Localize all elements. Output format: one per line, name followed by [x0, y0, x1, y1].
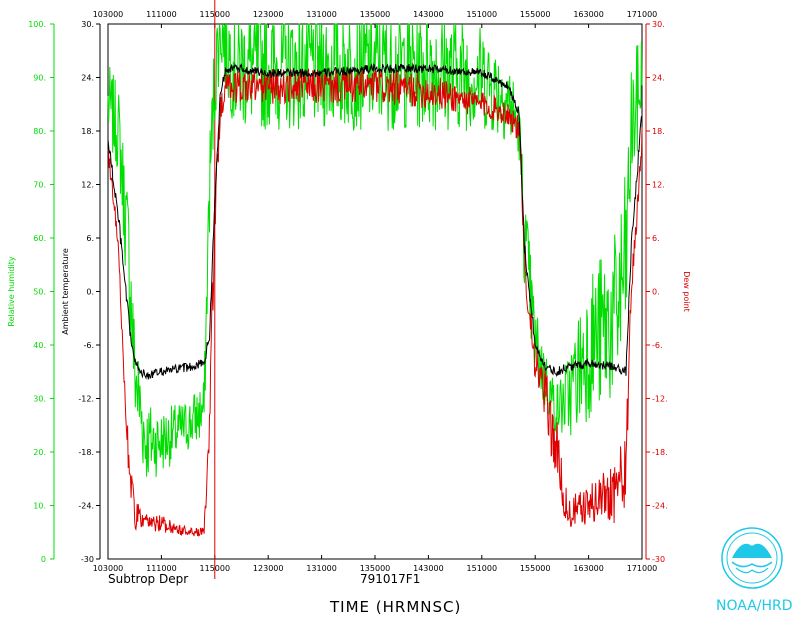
- dewpoint-tick-label: 18.: [652, 127, 665, 136]
- x-tick-label-top: 143000: [413, 10, 444, 19]
- x-axis-title: TIME (HRMNSC): [330, 598, 462, 616]
- x-tick-label-top: 135000: [360, 10, 391, 19]
- x-tick-label-top: 171000: [627, 10, 658, 19]
- x-tick-label-top: 163000: [573, 10, 604, 19]
- x-tick-label-bottom: 143000: [413, 564, 444, 573]
- x-tick-label-bottom: 131000: [306, 564, 337, 573]
- x-tick-label-bottom: 163000: [573, 564, 604, 573]
- dewpoint-tick-label: -24.: [652, 502, 668, 511]
- dewpoint-tick-label: 24.: [652, 74, 665, 83]
- x-tick-label-top: 111000: [146, 10, 177, 19]
- rh-tick-label: 50.: [33, 288, 46, 297]
- x-tick-label-top: 151000: [467, 10, 498, 19]
- rh-axis-title: Relative humidity: [7, 256, 16, 326]
- mission-label: Subtrop Depr: [108, 572, 189, 586]
- x-tick-label-top: 155000: [520, 10, 551, 19]
- temp-tick-label: -12.: [78, 395, 94, 404]
- x-tick-label-bottom: 111000: [146, 564, 177, 573]
- x-tick-label-top: 123000: [253, 10, 284, 19]
- x-tick-label-bottom: 155000: [520, 564, 551, 573]
- dewpoint-tick-label: 12.: [652, 181, 665, 190]
- labels-layer: 0 -30 -30 10. -24. -24. 20. -18. -18. 30. -12. -12.…: [7, 10, 691, 573]
- dewpoint-tick-label: -30: [652, 555, 665, 564]
- noaa-logo-icon: [721, 527, 783, 589]
- rh-tick-label: 20.: [33, 448, 46, 457]
- temp-tick-label: -18.: [78, 448, 94, 457]
- temp-tick-label: 6.: [86, 234, 94, 243]
- series-line-relative-humidity: [107, 23, 643, 477]
- x-tick-label-bottom: 123000: [253, 564, 284, 573]
- dewpoint-tick-label: -6.: [652, 341, 663, 350]
- x-tick-label-top: 131000: [306, 10, 337, 19]
- rh-tick-label: 70.: [33, 181, 46, 190]
- temp-tick-label: 24.: [81, 74, 94, 83]
- rh-tick-label: 0: [41, 555, 46, 564]
- x-tick-label-bottom: 171000: [627, 564, 658, 573]
- x-tick-label-top: 115000: [200, 10, 231, 19]
- temp-tick-label: 12.: [81, 181, 94, 190]
- series-line-ambient-temperature: [107, 62, 643, 380]
- org-label: NOAA/HRD: [716, 598, 793, 614]
- temp-tick-label: 0.: [86, 288, 94, 297]
- temp-tick-label: -6.: [83, 341, 94, 350]
- axes-layer: [50, 0, 650, 579]
- dewpoint-tick-label: 6.: [652, 234, 660, 243]
- x-tick-label-bottom: 103000: [93, 564, 124, 573]
- temp-tick-label: -30: [81, 555, 94, 564]
- rh-tick-label: 80.: [33, 127, 46, 136]
- dewpoint-tick-label: -18.: [652, 448, 668, 457]
- rh-tick-label: 40.: [33, 341, 46, 350]
- temp-tick-label: 18.: [81, 127, 94, 136]
- flight-id-label: 791017F1: [360, 572, 421, 586]
- rh-tick-label: 90.: [33, 74, 46, 83]
- temp-tick-label: 30.: [81, 20, 94, 29]
- rh-tick-label: 100.: [28, 20, 46, 29]
- x-tick-label-bottom: 151000: [467, 564, 498, 573]
- dewpoint-tick-label: -12.: [652, 395, 668, 404]
- rh-tick-label: 60.: [33, 234, 46, 243]
- dewpoint-axis-title: Dew point: [682, 271, 691, 312]
- dewpoint-tick-label: 0.: [652, 288, 660, 297]
- dewpoint-tick-label: 30.: [652, 20, 665, 29]
- x-tick-label-top: 103000: [93, 10, 124, 19]
- x-tick-label-bottom: 115000: [200, 564, 231, 573]
- temp-tick-label: -24.: [78, 502, 94, 511]
- temp-axis-title: Ambient temperature: [61, 248, 70, 335]
- x-tick-label-bottom: 135000: [360, 564, 391, 573]
- rh-tick-label: 30.: [33, 395, 46, 404]
- series-line-dew-point: [107, 68, 643, 537]
- series-layer: [107, 23, 643, 537]
- rh-tick-label: 10.: [33, 502, 46, 511]
